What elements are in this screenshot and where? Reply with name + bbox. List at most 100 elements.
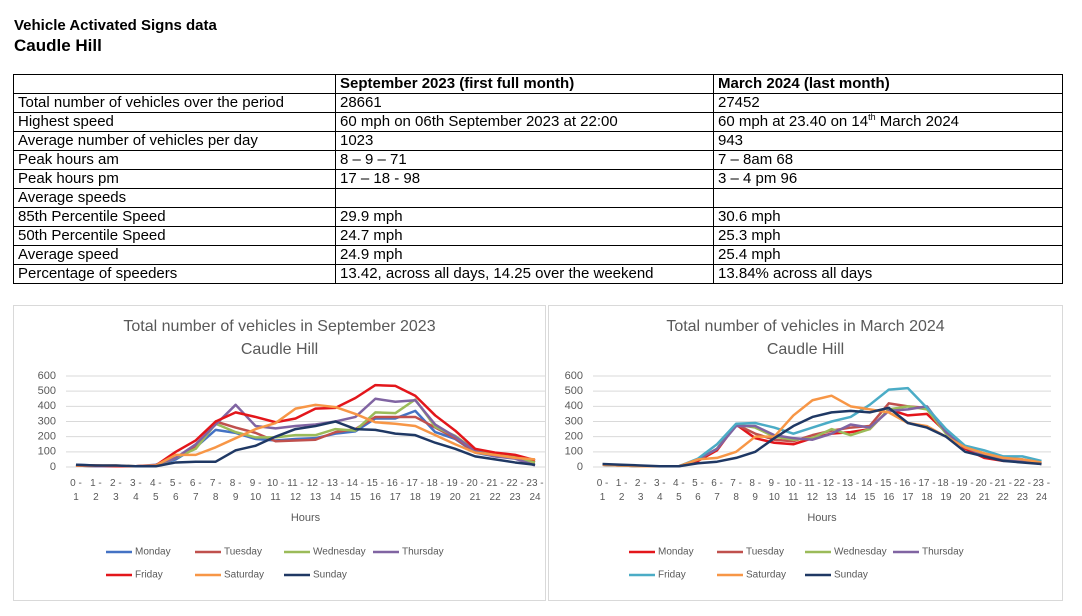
x-tick-label: 22 -23 bbox=[1014, 478, 1031, 503]
x-axis-label: Hours bbox=[807, 512, 837, 524]
x-tick-label: 3 -4 bbox=[130, 478, 142, 503]
table-cell: 13.42, across all days, 14.25 over the w… bbox=[335, 264, 714, 284]
table-cell bbox=[713, 188, 1063, 208]
table-cell: 60 mph at 23.40 on 14th March 2024 bbox=[713, 112, 1063, 132]
x-tick-label: 6 -7 bbox=[190, 478, 202, 503]
x-tick-label: 23 -24 bbox=[1033, 478, 1050, 503]
y-tick-label: 400 bbox=[38, 400, 56, 412]
table-cell: 24.7 mph bbox=[335, 226, 714, 246]
table-row: Highest speed 60 mph on 06th September 20… bbox=[13, 112, 1063, 132]
table-row: 50th Percentile Speed 24.7 mph 25.3 mph bbox=[13, 226, 1063, 246]
table-cell: Highest speed bbox=[13, 112, 336, 132]
x-tick-label: 7 -8 bbox=[210, 478, 222, 503]
table-row: Average speed 24.9 mph 25.4 mph bbox=[13, 245, 1063, 265]
table-cell: 27452 bbox=[713, 93, 1063, 113]
legend-label: Monday bbox=[135, 547, 171, 558]
y-tick-label: 100 bbox=[38, 446, 56, 458]
table-cell: Peak hours am bbox=[13, 150, 336, 170]
x-tick-label: 9 -10 bbox=[768, 478, 780, 503]
cell-sup: th bbox=[868, 112, 876, 122]
y-tick-label: 300 bbox=[565, 415, 583, 427]
table-cell: Average speed bbox=[13, 245, 336, 265]
x-tick-label: 15 -16 bbox=[880, 478, 897, 503]
x-tick-label: 1 -2 bbox=[616, 478, 628, 503]
chart: Total number of vehicles in March 2024 Ca… bbox=[548, 305, 1063, 601]
table-cell: Average number of vehicles per day bbox=[13, 131, 336, 151]
header-cell: September 2023 (first full month) bbox=[335, 74, 714, 94]
x-tick-label: 19 -20 bbox=[957, 478, 974, 503]
x-tick-label: 13 -14 bbox=[842, 478, 859, 503]
table-row: Peak hours am 8 – 9 – 71 7 – 8am 68 bbox=[13, 150, 1063, 170]
table-cell: 8 – 9 – 71 bbox=[335, 150, 714, 170]
table-row: Average speeds bbox=[13, 188, 1063, 208]
legend-label: Tuesday bbox=[746, 547, 784, 558]
x-tick-label: 2 -3 bbox=[635, 478, 647, 503]
chart: Total number of vehicles in September 20… bbox=[13, 305, 546, 601]
y-tick-label: 600 bbox=[565, 370, 583, 382]
x-tick-label: 19 -20 bbox=[447, 478, 464, 503]
x-tick-label: 14 -15 bbox=[347, 478, 364, 503]
y-tick-label: 200 bbox=[565, 431, 583, 443]
table-cell: 13.84% across all days bbox=[713, 264, 1063, 284]
x-tick-label: 4 -5 bbox=[150, 478, 162, 503]
data-table: September 2023 (first full month) March 2… bbox=[13, 74, 1063, 284]
chart-title: Total number of vehicles in September 20… bbox=[123, 318, 435, 335]
table-cell: 943 bbox=[713, 131, 1063, 151]
table-row: Peak hours pm 17 – 18 - 98 3 – 4 pm 96 bbox=[13, 169, 1063, 189]
x-tick-label: 9 -10 bbox=[250, 478, 262, 503]
legend-label: Thursday bbox=[922, 547, 964, 558]
x-tick-label: 23 -24 bbox=[526, 478, 543, 503]
y-tick-label: 500 bbox=[565, 385, 583, 397]
x-tick-label: 10 -11 bbox=[785, 478, 802, 503]
table-cell: 17 – 18 - 98 bbox=[335, 169, 714, 189]
line-series bbox=[602, 406, 1042, 468]
table-cell: 25.4 mph bbox=[713, 245, 1063, 265]
x-tick-label: 21 -22 bbox=[995, 478, 1012, 503]
table-row: Average number of vehicles per day 1023 94… bbox=[13, 131, 1063, 151]
x-tick-label: 1 -2 bbox=[90, 478, 102, 503]
line-series bbox=[75, 420, 536, 468]
x-tick-label: 0 -1 bbox=[597, 478, 609, 503]
table-cell: Total number of vehicles over the period bbox=[13, 93, 336, 113]
chart-subtitle: Caudle Hill bbox=[241, 341, 318, 358]
x-tick-label: 16 -17 bbox=[387, 478, 404, 503]
table-row: 85th Percentile Speed 29.9 mph 30.6 mph bbox=[13, 207, 1063, 227]
cell-text: 60 mph at 23.40 on 14 bbox=[718, 113, 869, 130]
table-cell: 7 – 8am 68 bbox=[713, 150, 1063, 170]
x-tick-label: 5 -6 bbox=[692, 478, 704, 503]
table-cell bbox=[335, 188, 714, 208]
legend-label: Friday bbox=[135, 570, 163, 581]
legend-label: Wednesday bbox=[834, 547, 887, 558]
legend-label: Wednesday bbox=[313, 547, 366, 558]
table-cell: 50th Percentile Speed bbox=[13, 226, 336, 246]
table-cell: 60 mph on 06th September 2023 at 22:00 bbox=[335, 112, 714, 132]
x-tick-label: 13 -14 bbox=[327, 478, 344, 503]
table-cell: Peak hours pm bbox=[13, 169, 336, 189]
doc-title: Vehicle Activated Signs data bbox=[14, 17, 217, 34]
table-cell: Percentage of speeders bbox=[13, 264, 336, 284]
table-cell: 3 – 4 pm 96 bbox=[713, 169, 1063, 189]
cell-text: March 2024 bbox=[875, 113, 960, 130]
legend-label: Saturday bbox=[746, 570, 786, 581]
legend-label: Sunday bbox=[313, 570, 347, 581]
legend-label: Tuesday bbox=[224, 547, 262, 558]
x-tick-label: 11 -12 bbox=[804, 478, 821, 503]
line-series bbox=[75, 398, 536, 468]
y-tick-label: 600 bbox=[38, 370, 56, 382]
x-tick-label: 2 -3 bbox=[110, 478, 122, 503]
x-tick-label: 11 -12 bbox=[287, 478, 304, 503]
table-cell: 29.9 mph bbox=[335, 207, 714, 227]
table-cell: 28661 bbox=[335, 93, 714, 113]
x-tick-label: 17 -18 bbox=[918, 478, 935, 503]
y-tick-label: 400 bbox=[565, 400, 583, 412]
table-cell: 30.6 mph bbox=[713, 207, 1063, 227]
x-tick-label: 17 -18 bbox=[407, 478, 424, 503]
table-cell: Average speeds bbox=[13, 188, 336, 208]
doc-subtitle: Caudle Hill bbox=[14, 36, 102, 55]
x-tick-label: 6 -7 bbox=[711, 478, 723, 503]
x-tick-label: 18 -19 bbox=[937, 478, 954, 503]
chart-subtitle: Caudle Hill bbox=[767, 341, 844, 358]
header-cell bbox=[13, 74, 336, 94]
line-series bbox=[75, 409, 536, 468]
x-tick-label: 0 -1 bbox=[70, 478, 82, 503]
